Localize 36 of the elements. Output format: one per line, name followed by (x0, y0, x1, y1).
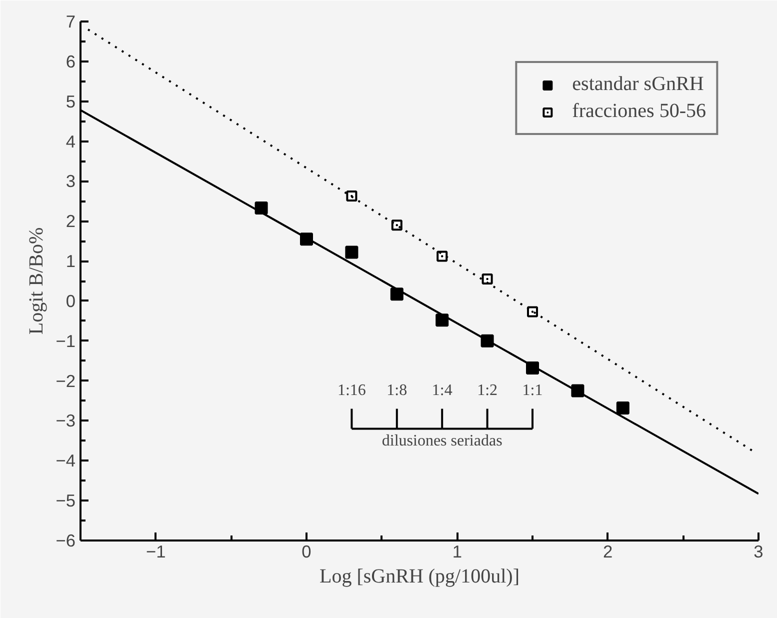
annotation: 1:2 (477, 382, 498, 399)
y-axis-title: Logit B/Bo% (26, 227, 48, 335)
y-tick-label: 3 (66, 171, 76, 192)
point (436, 250, 448, 262)
y-tick-label: −1 (56, 330, 76, 351)
y-tick-label: −4 (56, 450, 76, 471)
x-tick-label: 1 (452, 542, 462, 562)
x-axis-title: Log [sGnRH (pg/100ul)] (320, 566, 520, 588)
y-tick-label: −6 (56, 530, 76, 550)
x-tick-label: 0 (302, 542, 312, 562)
x-tick-label: 2 (603, 542, 613, 562)
point (391, 220, 402, 231)
legend-label: fracciones 50-56 (572, 100, 706, 123)
y-tick-label: −5 (56, 490, 76, 511)
annotation: 1:4 (432, 382, 452, 399)
annotation: 1:16 (337, 382, 366, 399)
point (346, 190, 358, 202)
y-tick-label: 6 (66, 51, 76, 72)
y-tick-label: 5 (66, 91, 76, 112)
point (616, 401, 630, 414)
annotation: 1:1 (522, 382, 543, 399)
y-tick-label: 7 (66, 12, 76, 32)
y-tick-label: −2 (56, 370, 76, 391)
y-tick-label: 1 (66, 251, 76, 272)
annotation: dilusiones seriadas (382, 432, 502, 450)
y-tick-label: 2 (66, 211, 76, 232)
point (482, 274, 493, 285)
annotation: 1:8 (386, 382, 408, 399)
x-tick-label: 3 (754, 542, 764, 562)
y-tick-label: −3 (56, 410, 76, 431)
y-tick-label: 0 (66, 290, 76, 311)
x-tick-label: −1 (146, 542, 166, 562)
legend-label: estandar sGnRH (572, 73, 704, 96)
point (345, 246, 358, 259)
y-tick-label: 4 (66, 131, 76, 152)
point (527, 306, 538, 318)
